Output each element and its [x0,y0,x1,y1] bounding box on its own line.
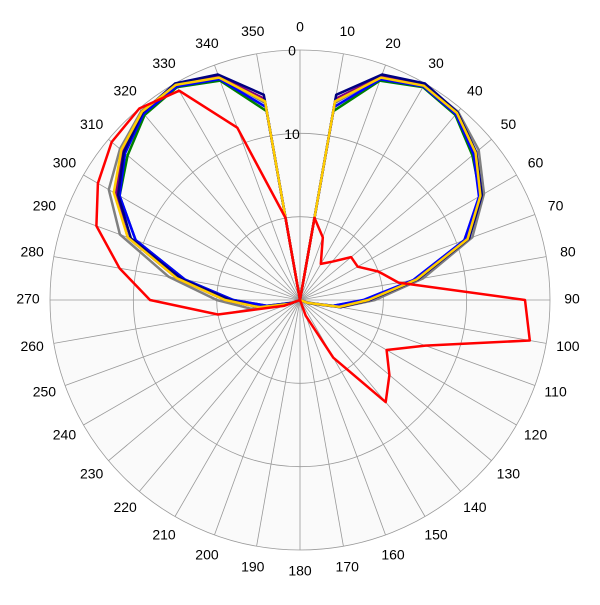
spoke [174,83,301,301]
spoke [108,299,301,462]
angle-label: 80 [560,243,576,259]
spoke [299,138,492,301]
angle-label: 250 [33,384,57,400]
spoke [174,299,301,517]
angle-label: 40 [467,82,483,98]
spoke [214,299,301,536]
angle-label: 260 [20,338,44,354]
angle-label: 130 [497,466,521,482]
angle-label: 110 [544,384,567,400]
angle-label: 20 [385,35,401,51]
spoke [214,64,301,301]
angle-label: 120 [524,427,548,443]
angle-label: 340 [195,35,219,51]
angle-label: 310 [80,116,104,132]
series-line [95,89,532,404]
spoke [108,138,301,301]
angle-label: 320 [113,82,137,98]
angle-label: 10 [339,23,355,39]
spoke [64,299,301,386]
spoke [83,299,301,426]
angle-label: 50 [501,116,517,132]
angle-label: 350 [241,23,265,39]
angle-label: 30 [428,55,444,71]
spoke [299,299,517,426]
ring [49,49,551,551]
angle-label: 150 [424,526,448,542]
angle-label: 180 [288,563,312,579]
spoke [138,108,301,301]
angle-label: 190 [241,559,265,575]
r-tick-label: 0 [288,43,296,59]
angle-label: 170 [336,559,360,575]
spoke [299,299,386,536]
r-tick-label: 10 [284,126,300,142]
angle-label: 300 [53,155,77,171]
ring [132,132,468,468]
angle-label: 290 [33,198,57,214]
angle-label: 140 [463,499,487,515]
angle-label: 220 [113,499,137,515]
spoke [299,214,536,301]
angle-label: 0 [296,19,304,35]
spoke [299,299,492,462]
angle-label: 330 [152,55,176,71]
spoke [138,299,301,492]
spoke [299,64,386,301]
angle-label: 240 [53,427,77,443]
angle-label: 70 [548,198,564,214]
spoke [299,299,536,386]
spoke [299,299,344,547]
angle-label: 160 [381,546,405,562]
angle-label: 200 [195,546,219,562]
angle-label: 90 [564,291,580,307]
spoke [299,108,462,301]
spoke [256,299,301,547]
spoke [299,299,426,517]
angle-label: 280 [20,243,44,259]
spoke [64,214,301,301]
angle-label: 60 [528,155,544,171]
spoke [299,299,462,492]
angle-label: 100 [556,338,580,354]
angle-label: 270 [16,291,40,307]
angle-label: 210 [152,526,176,542]
angle-label: 230 [80,466,104,482]
